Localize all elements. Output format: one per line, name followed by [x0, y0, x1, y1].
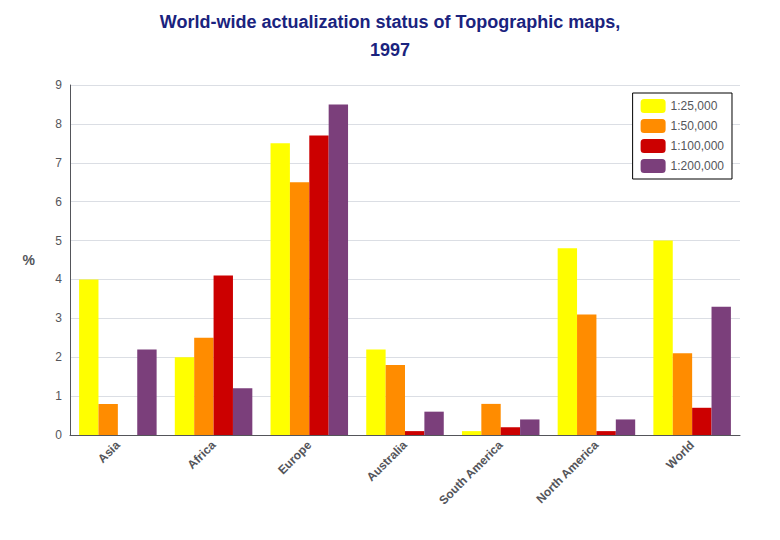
svg-text:%: % — [23, 252, 36, 268]
svg-text:1:25,000: 1:25,000 — [671, 99, 718, 113]
svg-text:1:50,000: 1:50,000 — [671, 119, 718, 133]
svg-text:World-wide actualization statu: World-wide actualization status of Topog… — [160, 12, 620, 32]
svg-text:1:200,000: 1:200,000 — [671, 159, 725, 173]
svg-text:1:100,000: 1:100,000 — [671, 139, 725, 153]
svg-text:1: 1 — [55, 389, 62, 403]
svg-text:0: 0 — [55, 428, 62, 442]
svg-text:South America: South America — [436, 438, 506, 508]
svg-text:2: 2 — [55, 350, 62, 364]
svg-text:Australia: Australia — [364, 438, 410, 484]
svg-text:Asia: Asia — [95, 438, 123, 466]
svg-text:9: 9 — [55, 78, 62, 92]
svg-text:7: 7 — [55, 156, 62, 170]
svg-text:North America: North America — [533, 438, 601, 506]
svg-text:3: 3 — [55, 311, 62, 325]
svg-text:6: 6 — [55, 195, 62, 209]
svg-text:World: World — [663, 438, 697, 472]
svg-text:Europe: Europe — [275, 438, 314, 477]
svg-text:8: 8 — [55, 117, 62, 131]
svg-text:Africa: Africa — [185, 438, 219, 472]
svg-text:4: 4 — [55, 272, 62, 286]
svg-text:1997: 1997 — [370, 40, 410, 60]
svg-text:5: 5 — [55, 234, 62, 248]
